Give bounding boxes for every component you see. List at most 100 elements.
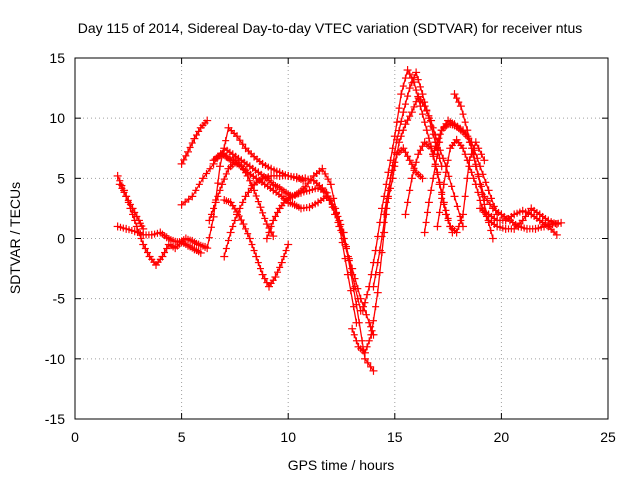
data-point <box>339 234 348 243</box>
marker-fill <box>429 124 437 132</box>
data-point <box>427 144 436 153</box>
data-point <box>401 120 410 129</box>
data-point <box>348 264 357 273</box>
data-point <box>218 180 227 189</box>
marker-fill <box>265 228 273 236</box>
marker-fill <box>345 255 353 263</box>
marker-fill <box>397 117 405 125</box>
marker-fill <box>406 70 414 78</box>
data-point <box>403 66 412 75</box>
marker-fill <box>186 143 194 151</box>
marker-fill <box>444 214 452 222</box>
data-point <box>407 108 416 117</box>
y-tick-label: 5 <box>57 170 65 186</box>
marker-fill <box>399 126 407 134</box>
data-point <box>241 192 250 201</box>
data-point <box>190 134 199 143</box>
marker-fill <box>231 216 239 224</box>
marker-fill <box>391 158 399 166</box>
marker-fill <box>207 223 215 231</box>
marker-fill <box>483 196 491 204</box>
data-point <box>380 210 389 219</box>
marker-fill <box>478 182 486 190</box>
data-point <box>384 168 393 177</box>
marker-fill <box>355 319 363 327</box>
data-point <box>196 248 205 257</box>
marker-fill <box>188 139 196 147</box>
data-series-group <box>113 66 566 375</box>
data-point <box>397 90 406 99</box>
marker-fill <box>376 269 384 277</box>
marker-fill <box>222 170 230 178</box>
marker-fill <box>363 343 371 351</box>
marker-fill <box>436 208 444 216</box>
marker-fill <box>161 249 169 257</box>
data-point <box>318 164 327 173</box>
data-point <box>463 126 472 135</box>
data-point <box>348 324 357 333</box>
data-point <box>369 282 378 291</box>
marker-fill <box>124 196 132 204</box>
marker-fill <box>404 152 412 160</box>
data-point <box>459 144 468 153</box>
data-point <box>439 198 448 207</box>
marker-fill <box>361 299 369 307</box>
x-tick-label: 0 <box>71 429 79 445</box>
series-trace <box>432 123 494 239</box>
marker-fill <box>118 184 126 192</box>
data-point <box>177 159 186 168</box>
series-trace <box>213 153 362 311</box>
series-s3 <box>115 180 148 233</box>
marker-fill <box>276 263 284 271</box>
marker-fill <box>195 180 203 188</box>
marker-fill <box>476 196 484 204</box>
data-point <box>386 174 395 183</box>
marker-fill <box>438 194 446 202</box>
marker-fill <box>401 74 409 82</box>
marker-fill <box>192 186 200 194</box>
marker-fill <box>404 198 412 206</box>
marker-fill <box>410 103 418 111</box>
marker-fill <box>274 268 282 276</box>
marker-fill <box>439 154 447 162</box>
marker-fill <box>182 152 190 160</box>
data-point <box>139 240 148 249</box>
marker-fill <box>181 198 189 206</box>
series-trace <box>372 95 464 287</box>
marker-fill <box>387 156 395 164</box>
marker-fill <box>382 180 390 188</box>
data-point <box>422 126 431 135</box>
data-point <box>414 150 423 159</box>
data-point <box>203 116 212 125</box>
marker-fill <box>389 166 397 174</box>
data-point <box>373 288 382 297</box>
data-point <box>367 330 376 339</box>
y-tick-label: -5 <box>53 291 66 307</box>
marker-fill <box>337 226 345 234</box>
marker-fill <box>222 137 230 145</box>
marker-fill <box>438 188 446 196</box>
data-point <box>183 147 192 156</box>
data-point <box>215 162 224 171</box>
marker-fill <box>214 179 222 187</box>
marker-fill <box>478 150 486 158</box>
data-point <box>450 90 459 99</box>
marker-fill <box>408 160 416 168</box>
data-point <box>220 252 229 261</box>
marker-fill <box>378 232 386 240</box>
marker-fill <box>210 204 218 212</box>
marker-fill <box>425 112 433 120</box>
marker-fill <box>369 317 377 325</box>
marker-fill <box>259 209 267 217</box>
marker-fill <box>470 174 478 182</box>
data-point <box>450 192 459 201</box>
data-point <box>418 174 427 183</box>
marker-fill <box>423 208 431 216</box>
data-point <box>188 192 197 201</box>
data-point <box>401 210 410 219</box>
marker-fill <box>131 208 139 216</box>
data-point <box>211 198 220 207</box>
data-point <box>557 218 566 227</box>
marker-fill <box>404 92 412 100</box>
marker-fill <box>423 107 431 115</box>
